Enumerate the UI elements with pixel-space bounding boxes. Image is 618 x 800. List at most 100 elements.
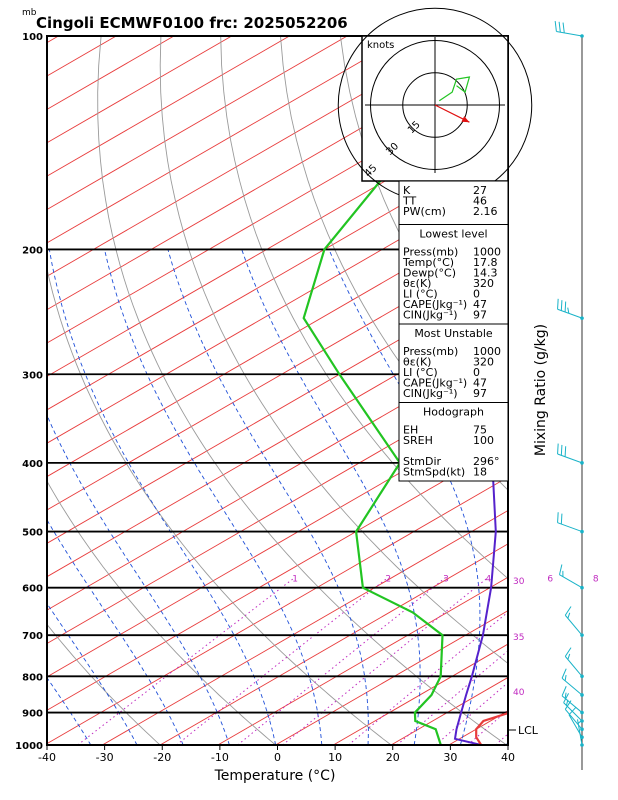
- x-tick-label: 10: [328, 751, 342, 764]
- index-section-title: Most Unstable: [414, 327, 493, 340]
- pressure-tick-label: 500: [22, 528, 43, 539]
- index-label: θε(K): [403, 277, 431, 290]
- x-tick-label: -20: [153, 751, 171, 764]
- mixing-ratio-axis-label: Mixing Ratio (g/kg): [533, 324, 549, 456]
- dry-adiabat: [47, 480, 276, 745]
- mixing-ratio-line: [77, 576, 296, 745]
- wind-barb-feather: [560, 513, 563, 525]
- dry-adiabat: [47, 623, 161, 745]
- dry-adiabat: [580, 36, 618, 745]
- isotherm-line: [47, 36, 406, 244]
- wind-barb-staff: [557, 522, 583, 533]
- index-section-title: Hodograph: [423, 406, 484, 419]
- wind-barb-staff: [568, 714, 583, 738]
- index-value: 18: [473, 466, 487, 479]
- moist-adiabat: [104, 249, 323, 745]
- index-label: θε(K): [403, 356, 431, 369]
- mixing-ratio-line: [396, 650, 508, 745]
- pressure-tick-label: 1000: [15, 741, 43, 752]
- moist-adiabat: [599, 249, 618, 745]
- index-value: 100: [473, 434, 494, 447]
- wind-barb-feather: [561, 686, 567, 697]
- index-section-title: Lowest level: [419, 228, 487, 241]
- wind-barb-staff: [564, 656, 583, 677]
- pressure-tick-label: 100: [22, 32, 43, 43]
- isotherm-line: [47, 176, 508, 444]
- isotherm-line: [47, 36, 290, 177]
- wind-barb-feather: [562, 22, 565, 33]
- indices-general-box: [398, 180, 509, 225]
- isotherm-line: [47, 36, 348, 211]
- dry-adiabat: [280, 36, 508, 491]
- dry-adiabat: [159, 36, 508, 664]
- index-label: Press(mb): [403, 345, 458, 358]
- mixing-ratio-line: [495, 733, 508, 745]
- mixing-ratio-line: [176, 576, 389, 745]
- wind-barb-staff: [563, 702, 583, 722]
- isotherm-line: [47, 36, 463, 277]
- x-tick-label: 0: [274, 751, 281, 764]
- mixing-ratio-label: 6: [547, 574, 553, 584]
- index-value: 2.16: [473, 205, 498, 218]
- wind-barb-feather: [563, 693, 570, 703]
- index-label: SREH: [403, 434, 433, 447]
- index-value: 1000: [473, 246, 501, 259]
- wind-barb-feather: [564, 647, 572, 657]
- pressure-tick-label: 800: [22, 672, 43, 683]
- index-value: 47: [473, 298, 487, 311]
- mixing-ratio-label: 8: [593, 574, 599, 584]
- dry-adiabat: [220, 36, 508, 580]
- isotherm-line: [159, 543, 508, 745]
- index-label: EH: [403, 424, 418, 437]
- wind-barb-feather: [564, 692, 567, 699]
- dry-adiabat: [97, 36, 507, 745]
- wind-barb-feather: [560, 444, 563, 456]
- index-label: Temp(°C): [402, 256, 454, 269]
- x-axis-label: Temperature (°C): [214, 768, 336, 784]
- index-value: 75: [473, 424, 487, 437]
- index-value: 97: [473, 387, 487, 400]
- moist-adiabat: [47, 602, 138, 745]
- index-label: StmDir: [403, 455, 442, 468]
- index-label: Dewp(°C): [403, 267, 456, 280]
- index-label: CIN(Jkg⁻¹): [403, 309, 458, 322]
- isotherm-line: [47, 309, 508, 578]
- index-value: 97: [473, 309, 487, 322]
- index-label: StmSpd(kt): [403, 466, 465, 479]
- wind-barb-feather: [558, 21, 561, 33]
- pressure-tick-label: 600: [22, 584, 43, 595]
- x-tick-label: 30: [443, 751, 457, 764]
- moist-adiabat: [47, 676, 92, 745]
- mixing-ratio-line: [282, 576, 489, 745]
- mixing-ratio-line: [348, 611, 508, 745]
- index-label: PW(cm): [403, 205, 446, 218]
- moist-adiabat: [241, 249, 421, 745]
- wind-barb-feather: [564, 674, 567, 681]
- index-value: 46: [473, 195, 487, 208]
- theta-e-label: 35: [513, 633, 524, 643]
- mixing-ratio-label: 2: [385, 574, 391, 584]
- isotherm-line: [102, 510, 508, 745]
- wind-barb-feather: [567, 612, 571, 619]
- index-value: 1000: [473, 345, 501, 358]
- wind-barb-feather: [560, 300, 563, 311]
- hodograph-units-label: knots: [367, 40, 394, 51]
- storm-motion-arrowhead: [461, 116, 470, 123]
- index-value: 47: [473, 377, 487, 390]
- index-value: 320: [473, 277, 494, 290]
- isotherm-line: [47, 209, 508, 478]
- wind-barb-staff: [557, 453, 583, 464]
- wind-barb-feather: [554, 21, 557, 32]
- isotherm-line: [217, 576, 508, 745]
- mixing-ratio-line: [542, 577, 618, 745]
- x-tick-label: -10: [211, 751, 229, 764]
- wind-barb-staff: [564, 708, 583, 730]
- isotherm-line: [0, 36, 1, 745]
- index-value: 17.8: [473, 256, 498, 269]
- moist-adiabat: [0, 249, 45, 745]
- dry-adiabat: [47, 266, 392, 745]
- index-label: K: [403, 184, 411, 197]
- index-label: CAPE(Jkg⁻¹): [403, 298, 467, 311]
